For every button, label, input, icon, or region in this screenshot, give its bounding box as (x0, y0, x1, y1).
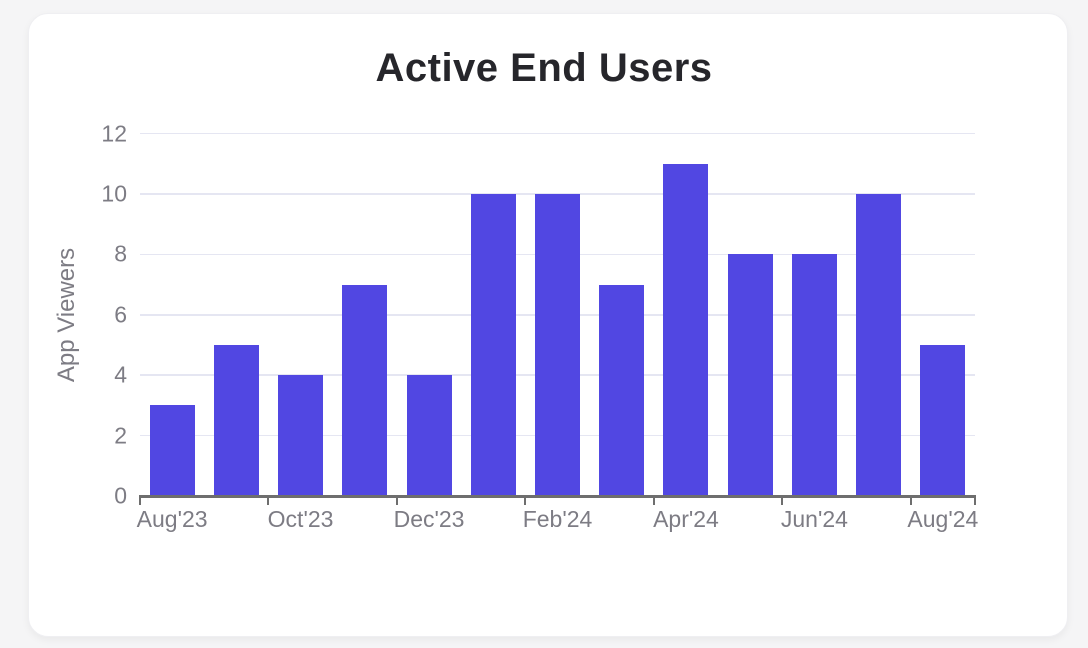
x-tick-label: Jun'24 (780, 506, 848, 532)
gridline (140, 132, 975, 135)
x-axis-tick (781, 495, 784, 505)
bar (342, 284, 388, 496)
y-tick-label: 2 (114, 422, 127, 449)
bar (856, 193, 902, 496)
bar (470, 193, 516, 496)
x-axis-tick (974, 495, 976, 505)
x-tick-label: Dec'23 (393, 506, 465, 532)
x-tick-label: Aug'24 (907, 506, 979, 532)
y-tick-label: 12 (101, 120, 127, 146)
x-axis-tick (395, 495, 398, 505)
x-axis-tick (652, 495, 655, 505)
x-tick-label: Aug'23 (136, 506, 208, 532)
y-tick-label: 10 (101, 180, 127, 207)
y-tick-label: 6 (114, 301, 127, 328)
x-axis (139, 495, 976, 498)
y-tick-label: 4 (114, 361, 127, 388)
bar (727, 254, 773, 496)
y-tick-label: 8 (114, 240, 127, 267)
bar (149, 405, 195, 496)
x-axis-tick (267, 495, 270, 505)
bar (535, 193, 580, 496)
x-axis-tick (139, 495, 141, 505)
bar (213, 344, 259, 496)
x-tick-label: Feb'24 (522, 506, 593, 532)
bar (278, 375, 324, 496)
x-axis-tick (524, 495, 527, 505)
chart-title: Active End Users (375, 46, 713, 90)
x-tick-label: Apr'24 (653, 506, 719, 532)
bar (791, 254, 837, 496)
bar (663, 163, 709, 496)
x-axis-tick (909, 495, 912, 505)
bar (920, 344, 966, 496)
bar (599, 284, 645, 496)
x-tick-label: Oct'23 (267, 506, 334, 532)
y-tick-label: 0 (114, 482, 127, 509)
bar (406, 375, 452, 496)
